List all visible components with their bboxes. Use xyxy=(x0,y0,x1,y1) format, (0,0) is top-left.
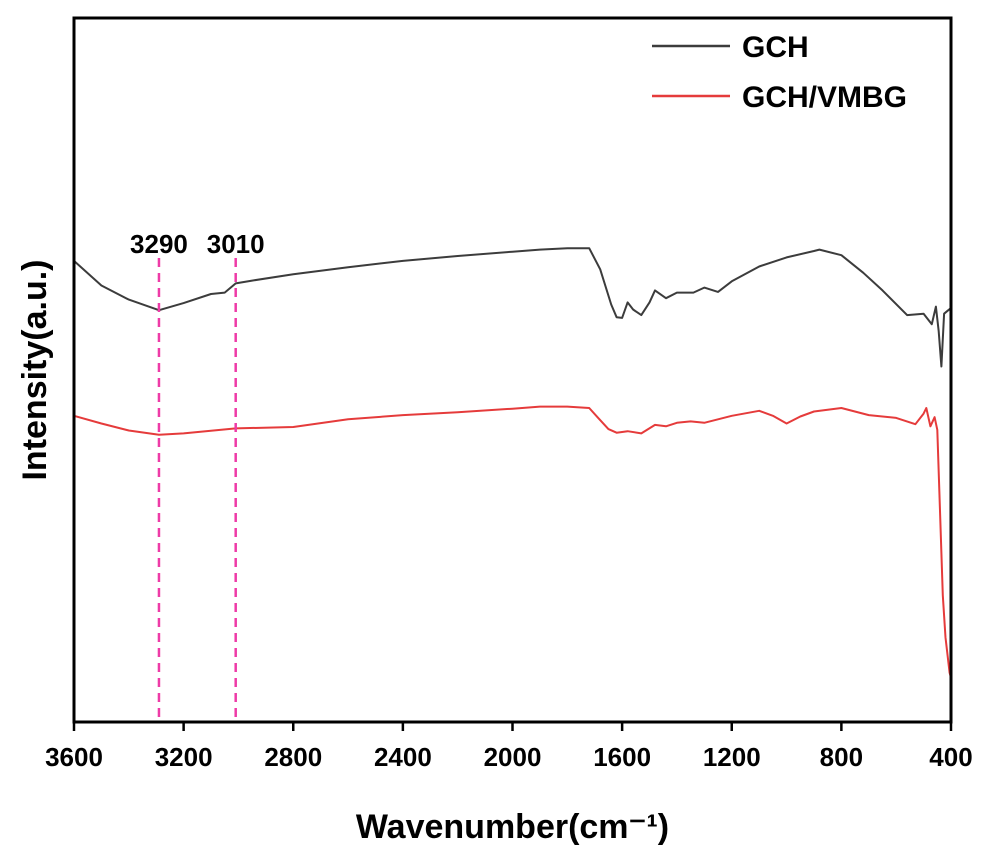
y-axis-title: Intensity(a.u.) xyxy=(16,259,54,480)
series-line-2 xyxy=(73,405,952,678)
plot-frame xyxy=(72,16,953,724)
x-axis-title: Wavenumber(cm⁻¹) xyxy=(356,808,669,846)
series-line-1 xyxy=(73,247,952,368)
legend-label-2: GCH/VMBG xyxy=(742,81,907,114)
marker-label-3290: 3290 xyxy=(130,229,188,259)
x-tick-label-800: 800 xyxy=(820,742,863,772)
x-tick-label-1600: 1600 xyxy=(593,742,651,772)
x-tick-label-2000: 2000 xyxy=(484,742,542,772)
x-tick-label-1200: 1200 xyxy=(703,742,761,772)
x-tick-label-2800: 2800 xyxy=(264,742,322,772)
x-tick-label-2400: 2400 xyxy=(374,742,432,772)
annotation-layer: 3290 3010 xyxy=(130,229,265,722)
x-tick-label-400: 400 xyxy=(929,742,972,772)
x-axis-ticks: 3600 3200 2800 2400 2000 1600 1200 800 400 xyxy=(45,722,973,772)
x-tick-label-3600: 3600 xyxy=(45,742,103,772)
legend-label-1: GCH xyxy=(742,31,809,64)
marker-label-3010: 3010 xyxy=(207,229,265,259)
plot-area: 3290 3010 3600 3200 2800 2400 2000 1600 1200 800… xyxy=(45,16,973,772)
legend: GCH GCH/VMBG xyxy=(652,31,907,114)
x-tick-label-3200: 3200 xyxy=(155,742,213,772)
series-layer xyxy=(73,247,952,678)
